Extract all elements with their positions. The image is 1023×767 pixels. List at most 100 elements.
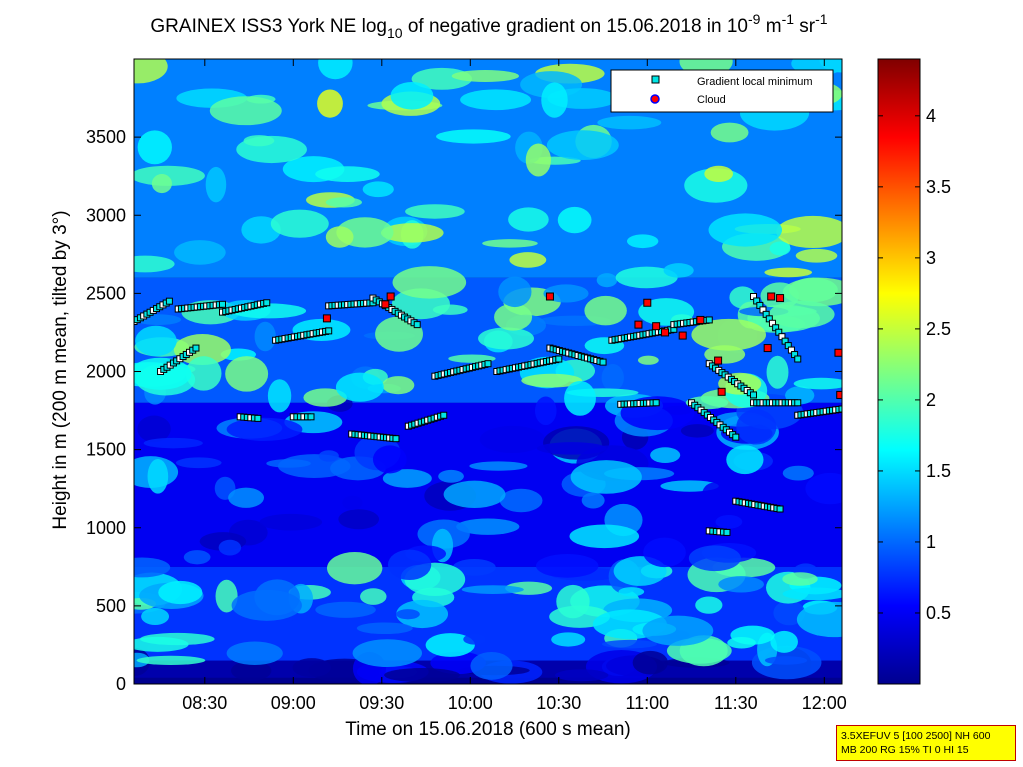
legend-marker-gradient-minimum	[651, 75, 660, 84]
gradient-minimum-marker	[750, 391, 757, 399]
gradient-minimum-marker	[723, 528, 731, 536]
cloud-marker	[714, 356, 723, 365]
gradient-minimum-marker	[219, 300, 226, 308]
heatmap-cell	[372, 445, 407, 474]
gradient-minimum-marker	[325, 327, 333, 335]
heatmap-cell	[597, 115, 662, 130]
heatmap-cell	[360, 588, 387, 605]
gradient-minimum-marker	[307, 413, 315, 421]
heatmap-cell	[432, 304, 468, 315]
heatmap-cell	[718, 576, 765, 593]
gradient-minimum-marker	[794, 355, 802, 363]
y-axis-label: Height in m (200 m mean, tilted by 3°)	[50, 210, 71, 529]
heatmap-cell	[135, 325, 177, 357]
heatmap-cell	[796, 601, 842, 638]
heatmap-cell	[543, 284, 589, 303]
heatmap-cell	[317, 89, 343, 118]
heatmap-cell	[342, 495, 363, 510]
colorbar: 0.5 1 1.5 2 2.5 3 3.5 4	[877, 58, 951, 685]
heatmap-cell	[448, 354, 496, 363]
colorbar-tick-label: 3	[926, 248, 936, 268]
heatmap-cell	[521, 373, 583, 388]
cloud-marker	[381, 300, 390, 309]
heatmap-cell	[226, 417, 303, 441]
y-tick-label: 3000	[86, 205, 126, 225]
heatmap-cell	[451, 69, 520, 83]
cloud-marker	[661, 328, 669, 337]
heatmap-cell	[392, 266, 467, 299]
info-box: 3.5XEFUV 5 [100 2500] NH 600 MB 200 RG 1…	[836, 725, 1016, 761]
heatmap-cell	[541, 82, 568, 118]
heatmap-cell	[601, 363, 624, 392]
heatmap-cell	[267, 379, 292, 413]
heatmap-cell	[175, 457, 222, 469]
heatmap-cell	[727, 636, 756, 649]
heatmap-cell	[708, 213, 783, 247]
gradient-minimum-marker	[263, 299, 271, 307]
heatmap-cell	[438, 469, 464, 483]
chart-title: GRAINEX ISS3 York NE log10 of negative g…	[150, 11, 827, 41]
cloud-marker	[767, 292, 776, 301]
legend-box	[610, 69, 834, 113]
heatmap-cell	[470, 651, 513, 680]
heatmap-cell	[266, 459, 311, 468]
y-tick-label: 500	[96, 596, 126, 616]
heatmap-cell	[536, 442, 607, 455]
x-tick-label: 11:00	[625, 693, 669, 713]
heatmap-cell	[218, 539, 242, 556]
heatmap-cell	[701, 482, 726, 509]
heatmap-cell	[463, 633, 486, 645]
legend-label-cloud: Cloud	[697, 94, 726, 106]
y-tick-label: 3500	[86, 127, 126, 147]
heatmap-cell	[315, 166, 380, 182]
heatmap-cell	[615, 266, 678, 289]
heatmap-cell	[793, 377, 842, 390]
heatmap-cell	[436, 129, 511, 144]
colorbar-tick-label: 2	[926, 390, 936, 410]
cloud-marker	[545, 292, 554, 301]
heatmap-cell	[134, 255, 175, 273]
heatmap-cell	[205, 166, 227, 203]
heatmap-cell	[390, 81, 434, 110]
x-tick-label: 11:30	[714, 693, 758, 713]
y-tick-label: 1500	[86, 440, 126, 460]
heatmap-cell	[225, 356, 269, 392]
heatmap-cell	[292, 658, 332, 678]
heatmap-cell	[137, 415, 171, 443]
cloud-marker	[776, 294, 785, 303]
x-tick-label: 12:00	[802, 693, 847, 713]
heatmap-cell	[680, 424, 714, 438]
heatmap-cell	[769, 241, 791, 256]
heatmap-cell	[335, 372, 384, 402]
heatmap-cell	[782, 572, 818, 586]
heatmap-cell	[482, 239, 538, 248]
heatmap-cell	[642, 615, 714, 646]
gradient-minimum-marker	[254, 414, 262, 422]
heatmap-cell	[782, 587, 842, 601]
cloud-marker	[763, 344, 772, 353]
x-tick-label: 10:30	[536, 693, 581, 713]
heatmap-cell	[461, 585, 524, 594]
heatmap-cell	[551, 632, 586, 647]
cloud-marker	[322, 314, 331, 323]
heatmap-cell	[231, 589, 302, 621]
legend-marker-cloud	[650, 94, 660, 104]
heatmap-cell	[405, 204, 465, 219]
heatmap-cell	[764, 267, 813, 278]
heatmap-cell	[643, 537, 686, 568]
heatmap-cell	[557, 206, 592, 234]
heatmap-cell	[650, 447, 681, 464]
gradient-minimum-marker	[732, 433, 740, 441]
heatmap-cell	[764, 656, 808, 665]
cloud-marker	[696, 315, 705, 324]
heatmap-cell	[174, 240, 226, 265]
heatmap-cell	[243, 135, 275, 147]
gradient-minimum-marker	[776, 505, 784, 513]
heatmap-cell	[569, 524, 640, 549]
heatmap-cell	[710, 122, 749, 143]
heatmap-cell	[141, 607, 170, 626]
heatmap-cell	[584, 295, 627, 326]
heatmap-cell	[134, 165, 205, 186]
heatmap-cell	[326, 551, 383, 585]
heatmap-cell	[618, 587, 645, 597]
